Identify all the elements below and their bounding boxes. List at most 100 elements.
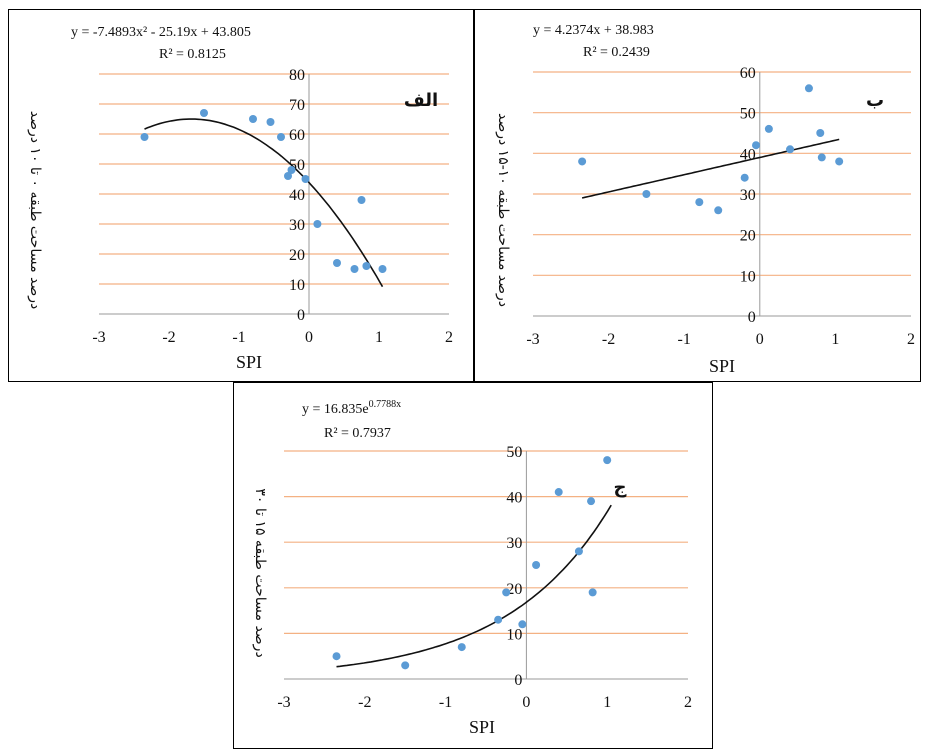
data-point	[277, 133, 285, 141]
x-tick-label: -1	[232, 329, 245, 346]
data-point	[249, 115, 257, 123]
data-point	[333, 259, 341, 267]
chart-panel-c: -3 -2 -1 0 1 2 0 10 20 30 40 50 y = 16.835e0.7788x R²…	[233, 382, 713, 749]
x-axis-label: SPI	[236, 352, 262, 372]
y-tick-label: 10	[740, 268, 756, 285]
data-point	[816, 129, 825, 137]
y-tick-label: 20	[506, 581, 522, 598]
y-tick-label: 60	[289, 127, 305, 144]
y-tick-label: 40	[506, 490, 522, 507]
trendline	[144, 118, 384, 288]
y-tick-label: 30	[506, 535, 522, 552]
data-point	[532, 561, 541, 569]
data-point	[284, 172, 292, 180]
data-point	[378, 265, 387, 273]
data-point	[752, 141, 761, 150]
data-point	[362, 262, 371, 270]
y-tick-label: 10	[506, 626, 522, 643]
x-tick-label: 0	[522, 694, 530, 711]
data-point	[266, 118, 275, 126]
data-point	[804, 84, 813, 93]
data-point	[642, 190, 651, 198]
x-tick-label: -1	[678, 331, 691, 348]
data-point	[287, 166, 296, 174]
data-point	[457, 643, 466, 652]
x-tick-label: 1	[375, 329, 383, 346]
x-axis-label: SPI	[469, 717, 495, 737]
y-tick-label: 0	[514, 672, 522, 689]
r-squared: R² = 0.8125	[159, 47, 226, 62]
data-point	[588, 588, 597, 597]
data-point	[502, 588, 511, 597]
data-point	[494, 615, 503, 624]
x-tick-label: 0	[305, 329, 313, 346]
data-point	[695, 198, 704, 207]
data-point	[587, 497, 596, 506]
data-point	[140, 133, 149, 141]
x-tick-label: -3	[277, 694, 290, 711]
x-axis-label: SPI	[709, 356, 735, 376]
trend-equation: y = 4.2374x + 38.983	[533, 23, 654, 38]
data-point	[518, 620, 527, 629]
data-point	[313, 220, 322, 228]
panel-label: ج	[614, 477, 627, 498]
y-tick-label: 40	[289, 187, 305, 204]
data-point	[786, 145, 795, 154]
data-point	[301, 175, 310, 183]
y-tick-label: 70	[289, 97, 305, 114]
data-point	[401, 661, 410, 670]
panel-label: الف	[404, 90, 438, 111]
y-tick-label: 0	[297, 307, 305, 324]
y-tick-label: 20	[740, 228, 756, 245]
r-squared: R² = 0.2439	[583, 45, 650, 60]
data-point	[350, 265, 359, 273]
y-tick-label: 50	[740, 106, 756, 123]
y-tick-label: 0	[748, 309, 756, 326]
y-axis-label: درصد مساحت طبقه ۰ تا ۱۰ درصد	[27, 111, 43, 310]
data-point	[740, 173, 749, 182]
x-tick-label: 0	[756, 331, 764, 348]
x-tick-label: -1	[439, 694, 452, 711]
data-point	[764, 124, 773, 133]
data-point	[817, 153, 826, 162]
y-tick-label: 10	[289, 277, 305, 294]
trendline	[581, 138, 840, 199]
x-tick-label: 2	[684, 694, 692, 711]
trend-equation: y = -7.4893x² - 25.19x + 43.805	[71, 25, 251, 40]
x-tick-label: 1	[831, 331, 839, 348]
data-point	[835, 157, 844, 166]
x-tick-label: -2	[162, 329, 175, 346]
panel-label: ب	[866, 90, 884, 111]
y-tick-label: 30	[289, 217, 305, 234]
r-squared: R² = 0.7937	[324, 426, 391, 441]
trendline	[336, 504, 612, 668]
y-tick-label: 50	[506, 444, 522, 461]
y-tick-label: 30	[740, 187, 756, 204]
data-point	[332, 652, 341, 661]
x-tick-label: -3	[526, 331, 539, 348]
x-tick-label: -2	[602, 331, 615, 348]
x-tick-label: 1	[603, 694, 611, 711]
x-tick-label: 2	[445, 329, 453, 346]
x-tick-label: -2	[358, 694, 371, 711]
chart-panel-a: -3 -2 -1 0 1 2 0 10 20 30 40 50 60 70 80 y = -7.4893x² …	[8, 9, 474, 382]
data-point	[603, 456, 612, 465]
trend-equation: y = 16.835e0.7788x	[302, 399, 401, 417]
y-tick-label: 60	[740, 65, 756, 82]
data-point	[200, 109, 208, 117]
data-point	[357, 196, 366, 204]
data-point	[554, 488, 563, 497]
data-point	[578, 157, 587, 166]
x-tick-label: 2	[907, 331, 915, 348]
x-tick-label: -3	[92, 329, 105, 346]
data-point	[714, 206, 723, 215]
y-axis-label: درصد مساحت طبقه ۱۰-۱۵ درصد	[495, 113, 511, 307]
data-point	[574, 547, 583, 556]
y-axis-label: درصد مساحت طبقه ۱۵ تا ۳۰	[252, 488, 268, 657]
y-tick-label: 20	[289, 247, 305, 264]
y-tick-label: 80	[289, 67, 305, 84]
chart-panel-b: -3 -2 -1 0 1 2 0 10 20 30 40 50 60 y = 4.2374x + 38.9…	[474, 9, 921, 382]
